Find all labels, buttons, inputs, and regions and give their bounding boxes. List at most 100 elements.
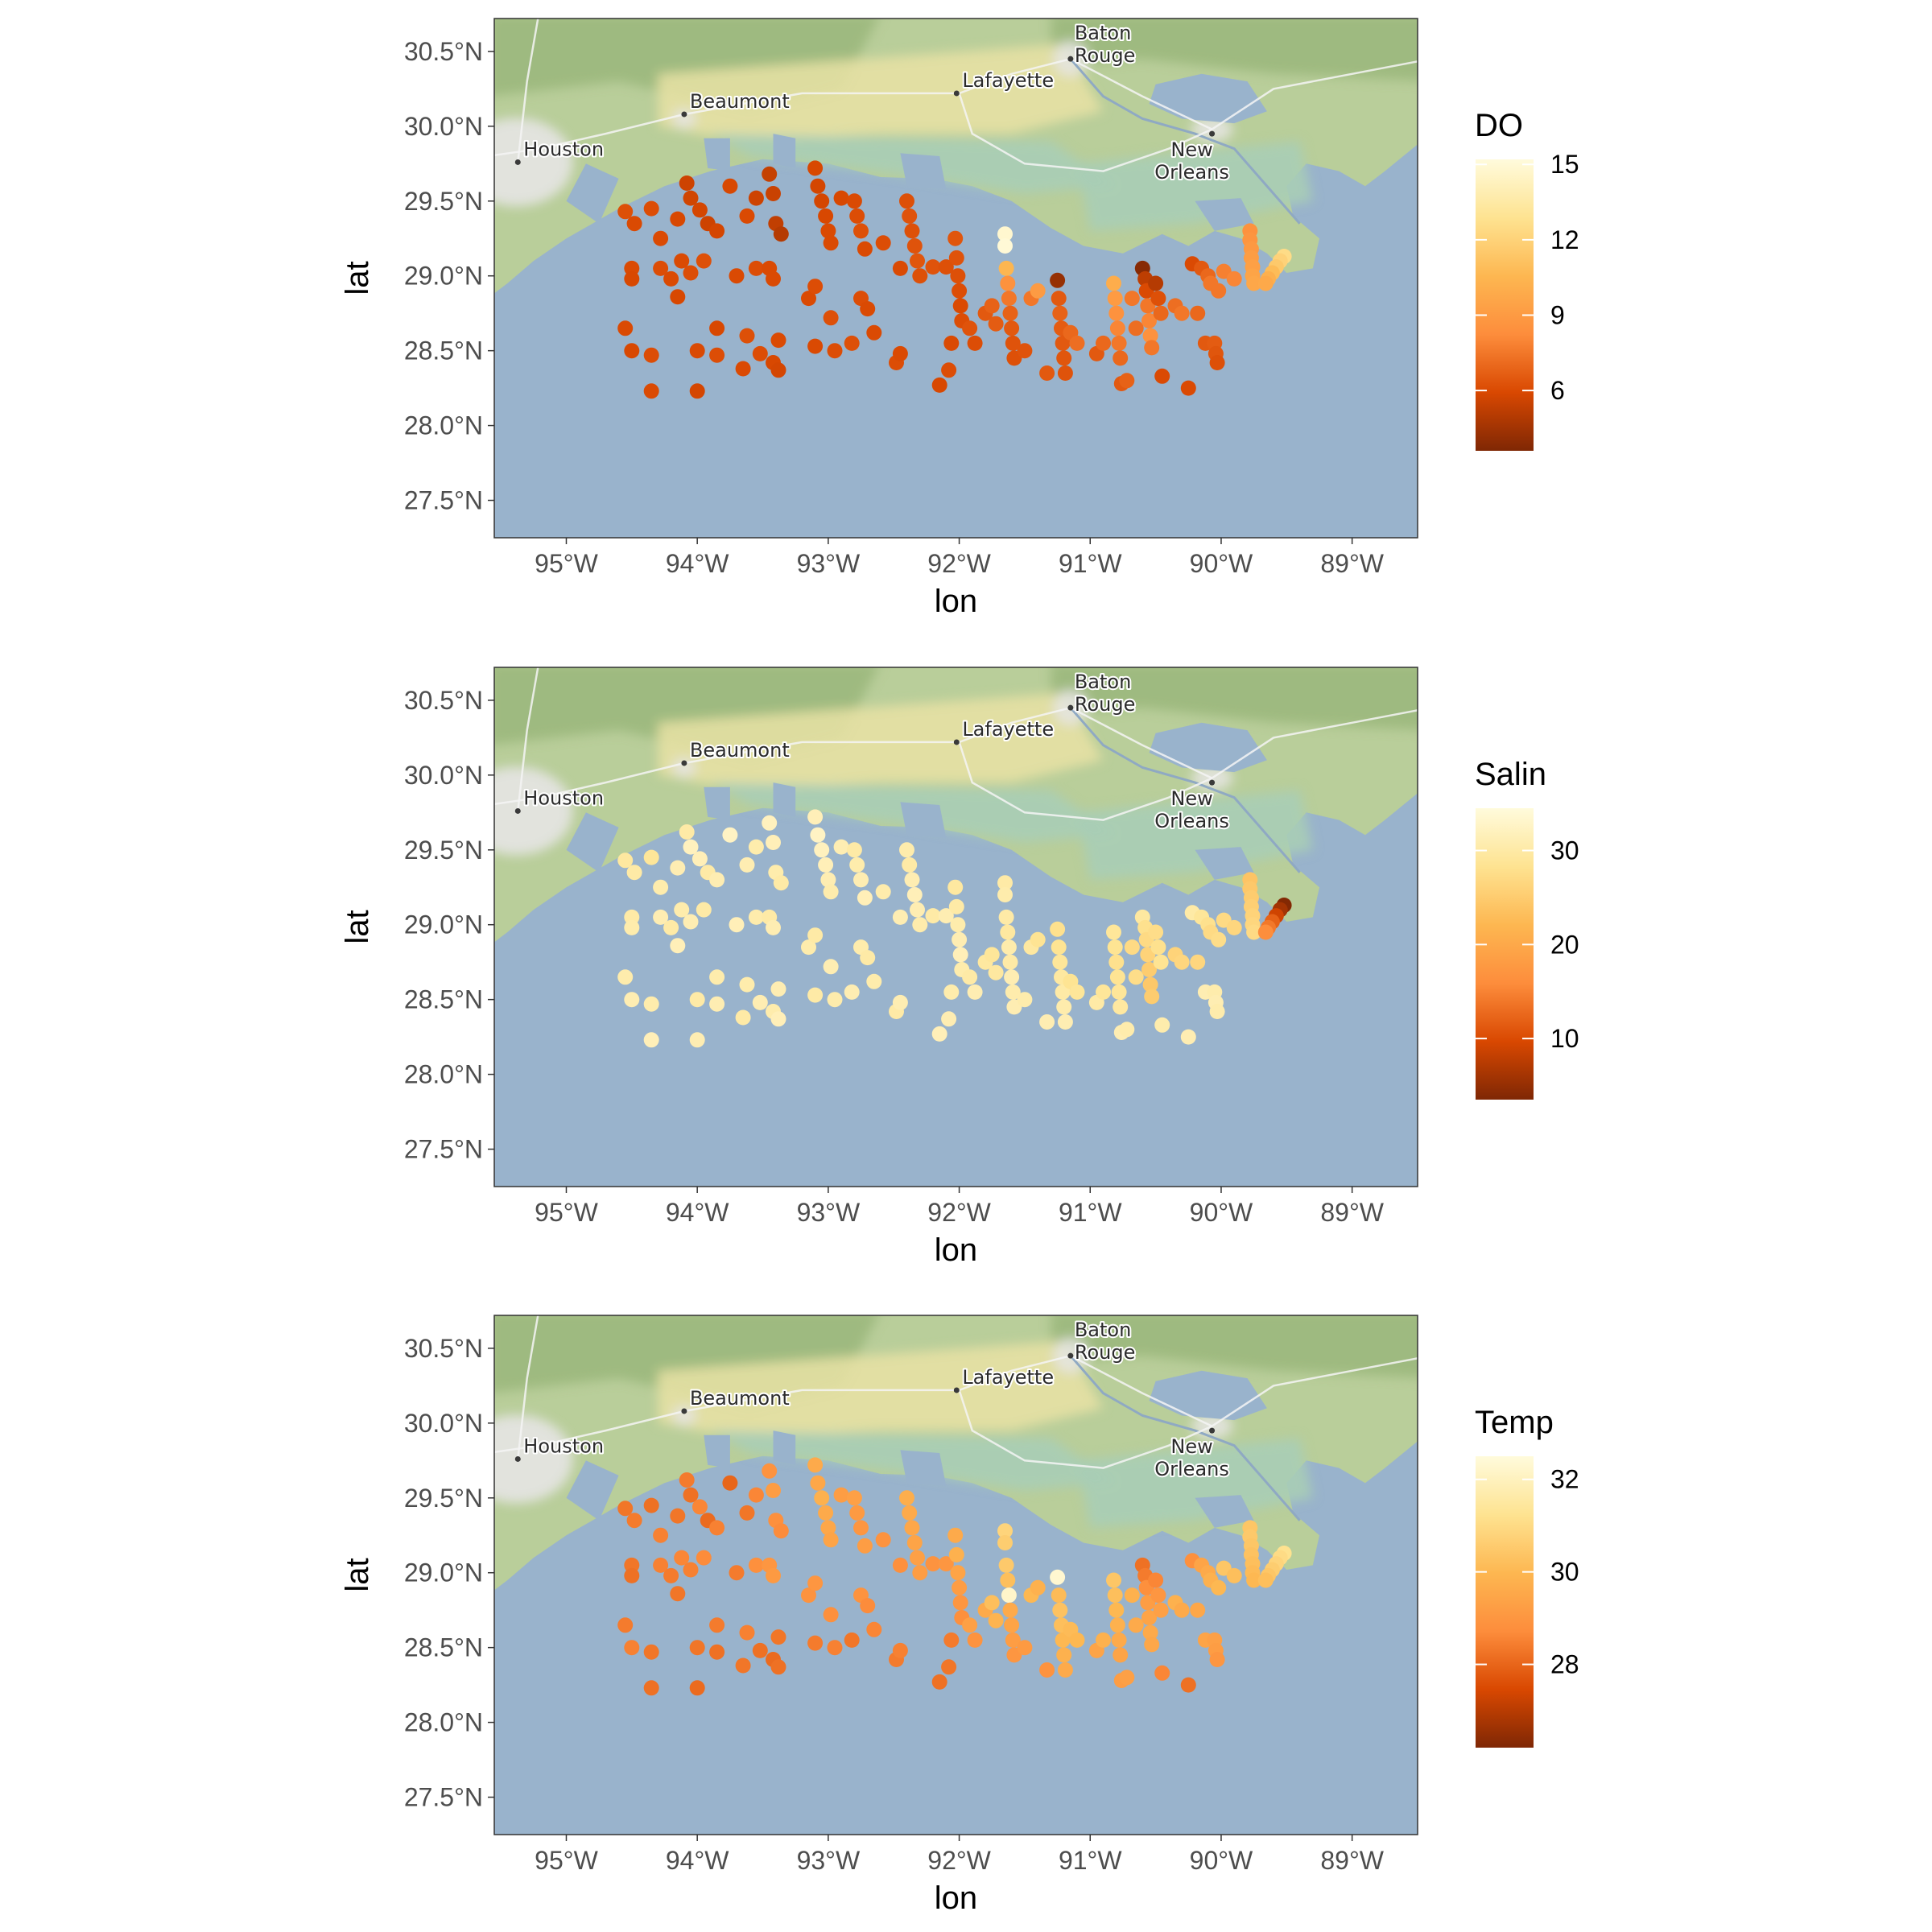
station-point [739,1624,755,1641]
map-label-houston: Houston [523,786,604,809]
station-point [626,216,642,232]
station-point [735,1657,751,1674]
station-point [683,839,699,855]
station-point [729,268,745,284]
calcasieu-lake [773,134,796,168]
vermilion-bay [900,1450,947,1486]
station-point [1107,291,1123,307]
station-point [709,1617,725,1633]
station-point [1141,1610,1157,1625]
station-point [689,383,705,399]
galveston-bay [566,812,619,873]
station-point [904,872,920,888]
station-point [997,1523,1013,1539]
y-tick-label: 27.5°N [404,1135,483,1164]
station-point [899,1490,914,1506]
station-point [1004,320,1020,336]
station-point [1246,275,1262,291]
station-point [998,909,1014,925]
station-point [1108,1602,1125,1618]
station-point [643,1680,659,1696]
station-point [1109,1617,1125,1633]
station-point [818,1505,834,1521]
station-point [807,1575,824,1591]
y-tick-label: 28.5°N [404,985,483,1014]
station-point [1057,365,1073,381]
x-tick-label: 91°W [1059,549,1122,578]
station-point [624,909,640,925]
map-label-lafayette: Lafayette [962,1366,1054,1389]
station-point [1106,1572,1121,1588]
station-point [857,1538,873,1554]
city-marker [514,807,521,814]
x-tick-label: 95°W [535,1198,598,1227]
station-point [683,914,699,930]
y-tick-label: 29.0°N [404,262,483,291]
station-point [857,890,873,906]
station-point [997,875,1013,891]
station-point [1017,1640,1033,1656]
station-point [952,1595,968,1611]
station-point [818,857,834,873]
station-point [1153,1602,1169,1618]
station-point [624,1567,640,1583]
station-point [938,908,954,924]
station-point [1113,350,1129,366]
barataria-bay [1195,198,1254,231]
station-point [1039,1662,1055,1678]
station-point [1150,291,1166,307]
station-point [1052,305,1068,321]
station-point [910,902,925,918]
y-tick-label: 29.5°N [404,187,483,216]
station-point [899,193,914,209]
station-point [827,343,843,359]
station-point [849,1505,865,1521]
station-point [1180,1677,1196,1693]
station-point [1050,1569,1066,1585]
station-point [943,984,960,1000]
station-point [739,1505,755,1521]
station-point [1069,984,1085,1000]
station-point [906,1535,923,1550]
station-point [766,1483,781,1498]
y-tick-label: 28.5°N [404,336,483,365]
station-point [807,1457,824,1473]
station-point [1246,924,1262,940]
station-point [696,253,712,269]
station-point [617,1501,634,1517]
station-point [1141,962,1157,977]
station-point [1246,1572,1262,1588]
station-point [691,202,708,218]
station-point [1106,924,1121,940]
x-tick-label: 90°W [1190,1846,1253,1875]
station-point [617,852,634,869]
station-point [739,976,755,993]
city-marker [681,111,687,118]
station-point [846,193,862,209]
y-tick-label: 30.0°N [404,1409,483,1438]
station-point [670,860,686,876]
station-point [709,347,725,363]
station-point [1050,272,1066,288]
station-point [1001,291,1017,307]
station-point [1154,1017,1170,1033]
station-point [752,345,768,361]
station-point [1109,969,1125,985]
station-point [663,270,679,287]
station-point [853,223,869,239]
station-point [860,1598,876,1614]
station-point [1096,984,1111,1000]
station-point [947,879,964,895]
station-point [683,265,699,281]
map-label-baton-rouge: Baton [1075,671,1131,693]
station-point [748,1557,764,1573]
station-point [766,270,781,287]
station-point [674,902,690,918]
station-point [709,969,725,985]
station-point [1211,283,1227,299]
station-point [748,190,764,206]
station-point [1144,340,1160,356]
legend-title: DO [1475,108,1523,143]
